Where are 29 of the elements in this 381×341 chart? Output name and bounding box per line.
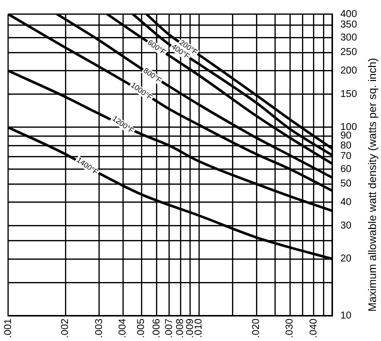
y-tick-label: 10 <box>340 310 352 322</box>
x-tick-label: .004 <box>118 318 129 338</box>
y-tick-label: 250 <box>340 47 358 58</box>
x-tick-label: .030 <box>284 318 296 338</box>
x-tick-label: .006 <box>151 318 162 338</box>
y-tick-label: 60 <box>340 164 352 175</box>
y-tick-label: 70 <box>340 151 352 162</box>
x-tick-label: .005 <box>136 318 148 338</box>
y-tick-label: 90 <box>340 130 352 142</box>
x-tick-label: .002 <box>60 318 72 338</box>
x-tick-label: .009 <box>184 318 196 338</box>
y-tick-label: 350 <box>340 20 358 31</box>
x-tick-label: .040 <box>308 318 320 338</box>
y-tick-label: 50 <box>340 178 352 190</box>
y-tick-label: 400 <box>340 8 358 20</box>
x-tick-label: .003 <box>94 318 105 338</box>
y-tick-label: 20 <box>340 254 352 265</box>
y-tick-label: 300 <box>340 32 358 44</box>
y-tick-label: 150 <box>340 88 358 100</box>
x-tick-label: .020 <box>251 318 262 338</box>
y-tick-label: 200 <box>340 65 358 76</box>
y-tick-label: 40 <box>340 196 352 208</box>
x-tick-label: .010 <box>194 318 205 338</box>
x-tick-label: .001 <box>2 318 14 338</box>
x-tick-label: .007 <box>164 318 176 338</box>
y-axis-title: Maximum allowable watt density (watts per sq. inch) <box>367 58 380 312</box>
x-tick-label: .008 <box>175 318 186 338</box>
y-tick-label: 30 <box>340 220 352 232</box>
y-tick-label: 80 <box>340 140 352 152</box>
